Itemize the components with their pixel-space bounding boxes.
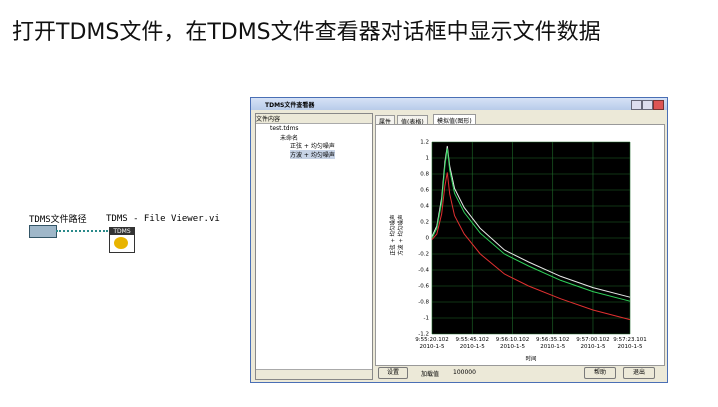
vi-icon[interactable]: TDMS bbox=[109, 227, 135, 253]
tree-item[interactable]: 正弦 + 均匀噪声 bbox=[290, 143, 335, 150]
y-tick-label: 0.6 bbox=[420, 188, 429, 194]
graph: 正弦 + 均匀噪声 方波 + 均匀噪声 时间 1.2 1 0.8 0.6 0.4 0.2 0… bbox=[389, 140, 631, 363]
vi-icon-text: TDMS bbox=[110, 228, 134, 235]
close[interactable] bbox=[653, 100, 664, 110]
x-tick-label: 9:55:45.102 2010-1-5 bbox=[455, 337, 489, 350]
h-scrollbar[interactable] bbox=[256, 369, 372, 379]
x-tick-label: 9:56:35.102 2010-1-5 bbox=[535, 337, 570, 350]
tree-pane: 文件内容 test.tdms 未命名 正弦 + 均匀噪声 方波 + 均匀噪声 bbox=[255, 113, 373, 380]
series-line bbox=[431, 148, 631, 302]
x-axis-label: 时间 bbox=[525, 355, 536, 363]
help-button[interactable]: 帮助 bbox=[584, 367, 616, 379]
y-tick-label: -1.2 bbox=[418, 332, 429, 338]
x-tick-label: 9:57:00.102 2010-1-5 bbox=[576, 337, 610, 350]
slide-title: 打开TDMS文件，在TDMS文件查看器对话框中显示文件数据 bbox=[12, 20, 601, 45]
y-axis-label: 正弦 + 均匀噪声 bbox=[389, 214, 397, 256]
minimize[interactable] bbox=[631, 100, 642, 110]
tree-item[interactable]: test.tdms bbox=[270, 125, 299, 132]
vi-label: TDMS - File Viewer.vi bbox=[106, 214, 220, 224]
exit-button[interactable]: 退出 bbox=[623, 367, 655, 379]
y-tick-label: 1.2 bbox=[420, 140, 429, 146]
wire bbox=[56, 230, 108, 232]
vi-glyph bbox=[114, 237, 128, 249]
tree-header: 文件内容 bbox=[256, 114, 372, 124]
tree-item[interactable]: 方波 + 均匀噪声 bbox=[290, 150, 335, 159]
y-tick-label: 0 bbox=[426, 236, 430, 242]
window-title: TDMS文件查看器 bbox=[265, 102, 315, 109]
y-tick-label: -1 bbox=[424, 316, 429, 322]
y-tick-label: -0.4 bbox=[418, 268, 429, 274]
x-tick-label: 9:56:10.102 2010-1-5 bbox=[495, 337, 530, 350]
y-tick-label: 0.8 bbox=[420, 172, 429, 178]
load-value[interactable]: 100000 bbox=[453, 369, 476, 376]
series-line bbox=[431, 172, 631, 321]
tree-item[interactable]: 未命名 bbox=[280, 135, 299, 142]
y-tick-label: -0.2 bbox=[418, 252, 429, 258]
control-label: TDMS文件路径 bbox=[29, 215, 87, 225]
y-tick-label: 0.2 bbox=[420, 220, 429, 226]
y-tick-label: -0.6 bbox=[418, 284, 429, 290]
maximize[interactable] bbox=[642, 100, 653, 110]
title-bar: TDMS文件查看器 bbox=[251, 98, 667, 110]
y-tick-label: -0.8 bbox=[418, 300, 429, 306]
x-tick-label: 9:57:23.101 2010-1-5 bbox=[613, 337, 647, 350]
path-control[interactable] bbox=[29, 225, 57, 238]
y-axis-label: 方波 + 均匀噪声 bbox=[397, 214, 405, 256]
y-tick-label: 0.4 bbox=[420, 204, 429, 210]
load-label: 加载值 bbox=[421, 371, 440, 378]
y-tick-label: 1 bbox=[426, 156, 430, 162]
settings-button[interactable]: 设置 bbox=[378, 367, 408, 379]
x-tick-label: 9:55:20.102 2010-1-5 bbox=[415, 337, 449, 350]
